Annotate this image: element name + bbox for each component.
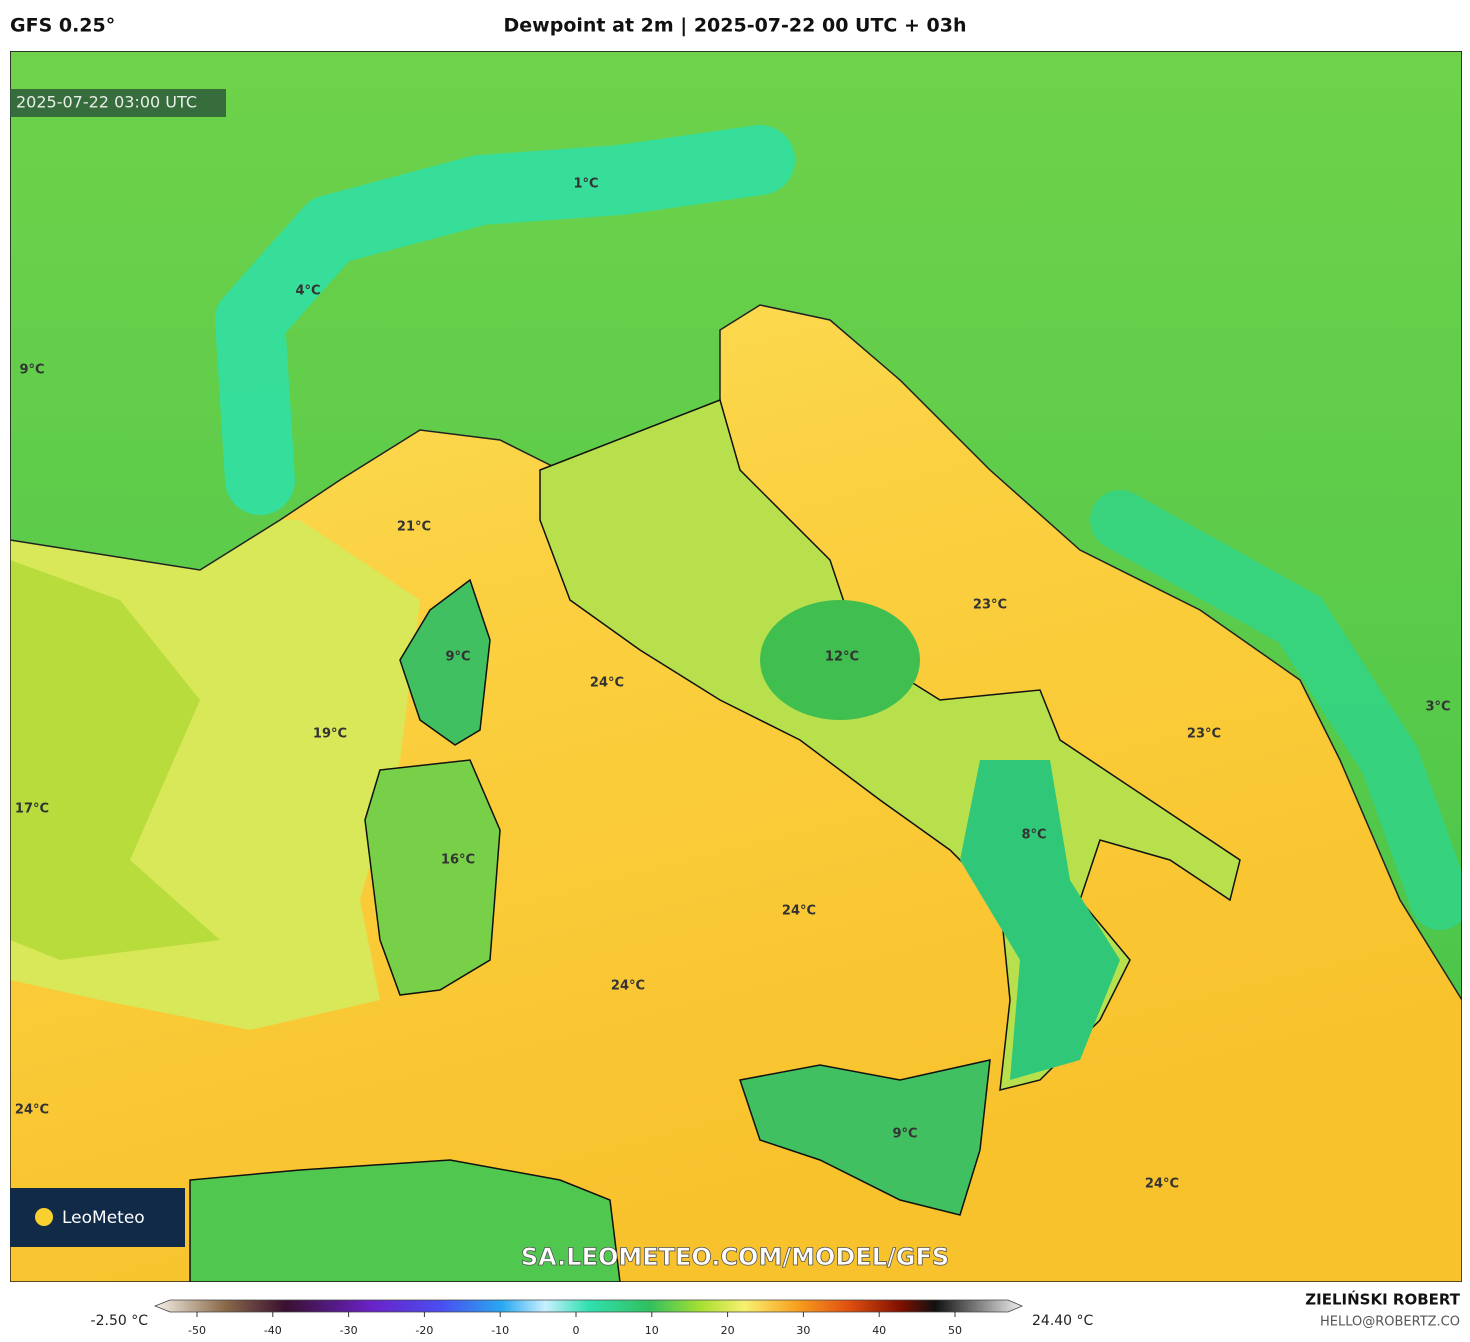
calabria-green bbox=[960, 760, 1120, 1080]
timestamp: 2025-07-22 03:00 UTC bbox=[16, 93, 197, 112]
balkan-band bbox=[1090, 490, 1462, 930]
colorbar-tick-label: 30 bbox=[796, 1324, 810, 1337]
map-label: 24°C bbox=[782, 904, 816, 919]
logo-text: LeoMeteo bbox=[62, 1208, 145, 1228]
email: HELLO@ROBERTZ.CO bbox=[1320, 1315, 1460, 1330]
sicily bbox=[739, 1059, 991, 1216]
map-label: 23°C bbox=[1187, 727, 1221, 742]
africa-coast bbox=[189, 1159, 621, 1282]
map-label: 1°C bbox=[573, 177, 598, 192]
colorbar-tick-label: 10 bbox=[645, 1324, 659, 1337]
map-label: 21°C bbox=[397, 520, 431, 535]
colorbar-max: 24.40 °C bbox=[1032, 1313, 1094, 1329]
map-label: 8°C bbox=[1021, 828, 1046, 843]
corsica bbox=[399, 578, 491, 746]
colorbar-tick-label: -10 bbox=[491, 1324, 509, 1337]
map-label: 24°C bbox=[1145, 1177, 1179, 1192]
model-name: GFS 0.25° bbox=[10, 15, 115, 37]
map-label: 24°C bbox=[590, 676, 624, 691]
colorbar-min: -2.50 °C bbox=[91, 1313, 149, 1329]
map-label: 17°C bbox=[15, 802, 49, 817]
timestamp-box bbox=[10, 89, 226, 117]
map-label: 3°C bbox=[1425, 700, 1450, 715]
map-area: 2025-07-22 03:00 UTC 1°C 4°C 9°C 21°C 9°C 24°… bbox=[10, 51, 1462, 1282]
colorbar-tick-label: 40 bbox=[872, 1324, 886, 1337]
sardinia bbox=[364, 759, 501, 996]
apennine-green bbox=[760, 600, 920, 720]
colorbar-tick-label: -40 bbox=[264, 1324, 282, 1337]
map-title: Dewpoint at 2m | 2025-07-22 00 UTC + 03h bbox=[504, 15, 967, 37]
colorbar-tick-label: -50 bbox=[188, 1324, 206, 1337]
map-label: 19°C bbox=[313, 727, 347, 742]
map-label: 16°C bbox=[441, 853, 475, 868]
colorbar-tick-label: -20 bbox=[415, 1324, 433, 1337]
map-label: 9°C bbox=[892, 1127, 917, 1142]
map-label: 24°C bbox=[15, 1103, 49, 1118]
northern-land bbox=[10, 51, 1462, 1002]
map-labels: 1°C 4°C 9°C 21°C 9°C 24°C 12°C 23°C 23°C 3°C 19°C 1… bbox=[15, 177, 1451, 1192]
colorbar-tick-label: -30 bbox=[340, 1324, 358, 1337]
colorbar-tick-label: 0 bbox=[573, 1324, 580, 1337]
colorbar-tick-label: 20 bbox=[721, 1324, 735, 1337]
author: ZIELIŃSKI ROBERT bbox=[1305, 1290, 1460, 1309]
map-label: 12°C bbox=[825, 650, 859, 665]
west-sea-zone-inner bbox=[10, 560, 220, 960]
alps-band bbox=[215, 125, 795, 515]
colorbar-ticks: -50 -40 -30 -20 -10 0 10 20 30 40 50 bbox=[188, 1312, 962, 1337]
watermark: SA.LEOMETEO.COM/MODEL/GFS bbox=[521, 1243, 949, 1271]
map-label: 9°C bbox=[445, 650, 470, 665]
colorbar bbox=[153, 1299, 1024, 1313]
colorbar-tick-label: 50 bbox=[948, 1324, 962, 1337]
map-label: 23°C bbox=[973, 598, 1007, 613]
map-label: 9°C bbox=[19, 363, 44, 378]
map-label: 24°C bbox=[611, 979, 645, 994]
logo-sun bbox=[35, 1208, 53, 1226]
map-label: 4°C bbox=[295, 284, 320, 299]
